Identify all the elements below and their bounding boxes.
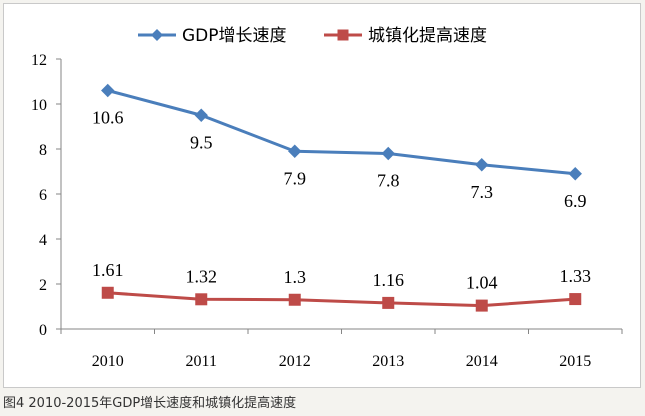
data-label: 1.3: [284, 267, 307, 287]
y-tick-label: 4: [39, 232, 47, 249]
series-line: [107, 291, 576, 308]
data-point-marker: [195, 293, 208, 306]
data-label: 9.5: [190, 132, 213, 152]
data-point-marker: [194, 108, 208, 122]
data-point-marker: [475, 299, 488, 312]
legend-marker: [337, 29, 349, 41]
data-point-marker: [475, 158, 489, 172]
legend-marker: [151, 29, 163, 41]
data-label: 1.04: [466, 273, 498, 293]
x-tick-label: 2013: [372, 353, 404, 370]
figure-caption: 图4 2010-2015年GDP增长速度和城镇化提高速度: [3, 396, 297, 411]
data-label: 10.6: [92, 108, 124, 128]
data-label: 1.61: [92, 260, 124, 280]
data-point-marker: [382, 296, 395, 309]
chart-plot-area: 10.69.57.9 7.87.3 6.91.61 1.32 1.3 1.16 1.04 1.…: [92, 83, 592, 312]
data-label: 7.8: [377, 171, 400, 191]
data-point-marker: [381, 146, 395, 161]
x-tick-label: 2011: [186, 353, 217, 370]
data-label: 1.33: [560, 266, 592, 286]
legend-item-1: GDP增长速度: [138, 26, 287, 46]
legend-label: GDP增长速度: [182, 26, 287, 46]
data-label: 1.16: [373, 270, 405, 290]
y-tick-label: 12: [31, 52, 47, 69]
y-tick-label: 8: [39, 142, 47, 159]
chart-axes: 0 2 4 6 8 10 12 2010 2011 2012 2013 2014 2015: [31, 52, 623, 370]
data-label: 6.9: [564, 191, 587, 211]
data-point-marker: [101, 286, 114, 299]
line-chart: 0 2 4 6 8 10 12 2010 2011 2012 2013 2014 2015 GDP增长速…: [31, 26, 623, 370]
y-tick-label: 6: [39, 187, 47, 204]
x-tick-label: 2014: [466, 353, 498, 370]
data-label: 7.3: [471, 182, 494, 202]
data-point-marker: [568, 167, 582, 181]
data-point-marker: [569, 293, 582, 306]
series-2: 1.61 1.32 1.3 1.16 1.04 1.33: [92, 260, 592, 312]
x-tick-label: 2010: [92, 353, 124, 370]
legend-label: 城镇化提高速度: [368, 26, 487, 46]
chart-frame: [3, 3, 641, 388]
data-point-marker: [288, 144, 302, 158]
data-point-marker: [288, 293, 301, 306]
y-tick-label: 10: [31, 97, 47, 114]
y-tick-label: 0: [39, 322, 47, 339]
x-tick-label: 2012: [279, 353, 311, 370]
data-label: 7.9: [284, 168, 307, 188]
legend-item-2: 城镇化提高速度: [324, 26, 487, 46]
data-point-marker: [101, 83, 115, 98]
chart-legend: GDP增长速度 城镇化提高速度: [138, 26, 487, 46]
series-1: 10.6 9.5 7.9 7.8 7.3 6.9: [92, 83, 587, 211]
data-label: 1.32: [186, 266, 218, 286]
y-tick-label: 2: [39, 277, 47, 294]
x-tick-label: 2015: [559, 353, 591, 370]
series-line: [107, 89, 576, 176]
